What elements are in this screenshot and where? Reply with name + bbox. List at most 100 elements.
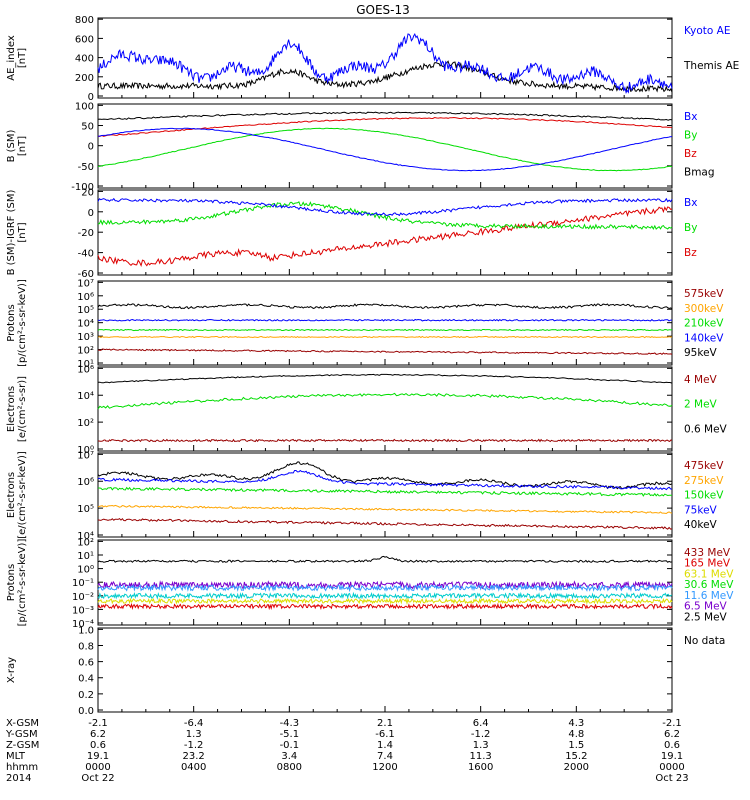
legend-entry: 75keV — [684, 504, 718, 516]
series-p-95kev — [97, 303, 673, 310]
ephemeris-value: 6.2 — [90, 729, 106, 740]
legend-entry: 575keV — [684, 288, 724, 300]
legend-entry: 210keV — [684, 318, 724, 330]
legend-entry: Themis AE — [683, 60, 739, 72]
ephemeris-value: Oct 22 — [81, 773, 114, 784]
legend-entry: By — [684, 222, 697, 234]
y-axis-label: Protons — [6, 304, 17, 341]
ephemeris-value: 1.3 — [186, 729, 202, 740]
ephemeris-value: 1.4 — [377, 740, 393, 751]
series-e-150kev — [98, 486, 673, 497]
y-tick-label: 800 — [75, 15, 94, 26]
ephemeris-value: -6.1 — [375, 729, 395, 740]
legend-entry: 275keV — [684, 475, 724, 487]
y-tick-label: 0.2 — [78, 690, 94, 701]
ephemeris-value: 2.1 — [377, 718, 393, 729]
ephemeris-row-label: X-GSM — [6, 718, 39, 729]
legend-entry: 0.6 MeV — [684, 423, 728, 435]
ephemeris-value: 6.2 — [664, 729, 680, 740]
series-e-475kev — [97, 517, 673, 530]
panel-protons2: 10⁻⁴ 10⁻³ 10⁻² 10⁻¹ 10⁰ 10¹ 10² Protons [p/(cm²-… — [6, 537, 734, 630]
ephemeris-value: 0000 — [659, 762, 684, 773]
y-tick-label: 20 — [81, 187, 94, 198]
y-axis-label: X-ray — [6, 657, 17, 683]
y-tick-label: 10³ — [77, 332, 94, 343]
series-by — [97, 127, 673, 172]
ephemeris-value: 6.4 — [473, 718, 489, 729]
ephemeris-value: -0.1 — [280, 740, 300, 751]
series-e-75kev — [97, 469, 673, 491]
legend-entry: 150keV — [684, 490, 724, 502]
legend-entry: 6.5 MeV — [684, 601, 728, 613]
ephemeris-value: 23.2 — [183, 751, 205, 762]
legend-entry: No data — [684, 635, 725, 647]
ephemeris-value: 1.3 — [473, 740, 489, 751]
y-tick-label: 0 — [88, 92, 94, 103]
legend-entry: Bx — [684, 197, 697, 209]
y-tick-label: 10² — [77, 346, 94, 357]
legend-entry: Bz — [684, 247, 697, 259]
legend-entry: 2 MeV — [684, 399, 718, 411]
y-tick-label: 10⁻⁴ — [72, 619, 94, 630]
series-p-30p6mev — [97, 591, 673, 600]
y-tick-label: 200 — [75, 73, 94, 84]
ephemeris-value: 1600 — [468, 762, 493, 773]
y-axis-label: Protons — [6, 564, 17, 601]
series-bmag — [97, 111, 673, 121]
y-axis-label: [p/(cm²-s-sr-keV)] — [17, 539, 28, 627]
y-tick-label: 10⁶ — [77, 292, 94, 303]
ephemeris-row-label: hhmm — [6, 762, 38, 773]
legend-entry: 40keV — [684, 519, 718, 531]
ephemeris-value: -5.1 — [280, 729, 300, 740]
legend-entry: Bx — [684, 111, 697, 123]
ephemeris-value: -1.2 — [471, 729, 491, 740]
ephemeris-row-label: Z-GSM — [6, 740, 39, 751]
y-axis-label: Electrons — [6, 386, 17, 432]
series-e-2mev — [97, 392, 673, 410]
y-tick-label: 50 — [81, 122, 94, 133]
ephemeris-value: -2.1 — [662, 718, 682, 729]
ephemeris-value: 7.4 — [377, 751, 393, 762]
y-axis-label: AE_index — [6, 35, 17, 81]
series-kyoto-ae — [97, 32, 673, 95]
y-axis-label: [nT] — [17, 136, 28, 156]
y-tick-label: 10⁵ — [77, 305, 94, 316]
series-p-140kev — [97, 318, 672, 322]
legend-entry: Kyoto AE — [684, 25, 730, 37]
series-p-165mev — [97, 602, 673, 611]
series-themis-ae — [97, 60, 673, 93]
series-bz-igrf — [97, 206, 673, 267]
y-tick-label: 10⁻¹ — [72, 578, 94, 589]
series-p-2p5mev — [97, 555, 673, 563]
y-axis-label: [e/(cm²-s-sr-keV)] — [17, 451, 28, 539]
ephemeris-value: 1.5 — [568, 740, 584, 751]
panel-bigrf: -60 -40 -20 0 20 B (SM)-IGRF (SM) [nT] Bx By Bz — [6, 187, 697, 280]
y-tick-label: 0 — [88, 208, 94, 219]
y-tick-label: 10² — [77, 537, 94, 548]
y-tick-label: 10⁻³ — [72, 605, 94, 616]
panel-electrons1: 10⁰ 10² 10⁴ 10⁶ Electrons [e/(cm²-s-sr)] 4 MeV… — [6, 364, 728, 456]
series-p-11p6mev — [97, 583, 673, 593]
y-tick-label: 600 — [75, 34, 94, 45]
legend-entry: 433 MeV — [684, 547, 731, 559]
y-axis-label: [e/(cm²-s-sr)] — [17, 376, 28, 442]
y-axis-label: B (SM)-IGRF (SM) — [6, 190, 17, 276]
legend-entry: 4 MeV — [684, 374, 718, 386]
ephemeris-value: 0.6 — [90, 740, 106, 751]
series-e-0p6mev — [98, 373, 673, 384]
y-tick-label: 0.8 — [78, 641, 94, 652]
panel-frame — [97, 627, 673, 713]
y-tick-label: 400 — [75, 54, 94, 65]
y-tick-label: 10⁻² — [72, 592, 94, 603]
series-p-210kev — [97, 328, 673, 332]
ephemeris-value: 2000 — [564, 762, 589, 773]
series-p-575kev — [97, 348, 673, 356]
panel-frame — [97, 539, 673, 626]
legend-entry: 140keV — [684, 332, 724, 344]
panel-ae: 0 200 400 600 800 AE_index [nT] Kyoto AE Themis … — [6, 15, 739, 103]
series-bx — [97, 127, 673, 172]
legend-entry: Bz — [684, 148, 697, 160]
y-tick-label: -20 — [78, 228, 94, 239]
panel-electrons2: 10⁴ 10⁵ 10⁶ 10⁷ Electrons [e/(cm²-s-sr-keV)] 4… — [6, 450, 724, 542]
